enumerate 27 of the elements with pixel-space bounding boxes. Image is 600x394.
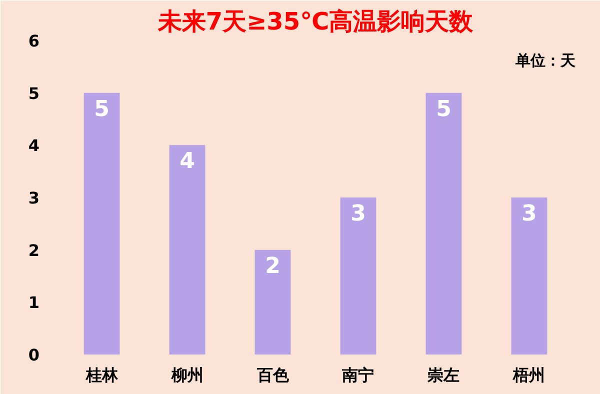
x-tick-label: 百色 — [256, 366, 290, 384]
y-tick-label: 2 — [28, 240, 40, 260]
y-tick-label: 6 — [28, 32, 40, 50]
chart-title: 未来7天≥35℃高温影响天数 — [156, 8, 474, 36]
bar — [84, 92, 120, 354]
data-label: 3 — [350, 202, 366, 226]
annotation: 单位：天 — [514, 52, 576, 70]
y-tick-label: 0 — [28, 346, 40, 364]
data-label: 4 — [180, 149, 195, 174]
x-tick-label: 南宁 — [341, 366, 374, 384]
y-tick-label: 1 — [28, 293, 40, 312]
bar — [340, 198, 376, 354]
bar — [511, 198, 548, 354]
x-tick-label: 梧州 — [512, 366, 546, 384]
bar — [254, 250, 291, 354]
data-label: 2 — [265, 254, 280, 279]
bar — [169, 145, 206, 354]
data-label: 5 — [436, 96, 452, 122]
x-tick-label: 崇左 — [426, 366, 460, 384]
x-tick-label: 桂林 — [84, 366, 119, 384]
data-label: 3 — [522, 202, 537, 226]
x-tick-label: 柳州 — [170, 366, 204, 384]
y-tick-label: 4 — [28, 136, 40, 156]
data-label: 5 — [94, 96, 110, 122]
y-tick-label: 3 — [28, 188, 40, 208]
bar — [426, 92, 462, 354]
y-tick-label: 5 — [28, 84, 40, 103]
